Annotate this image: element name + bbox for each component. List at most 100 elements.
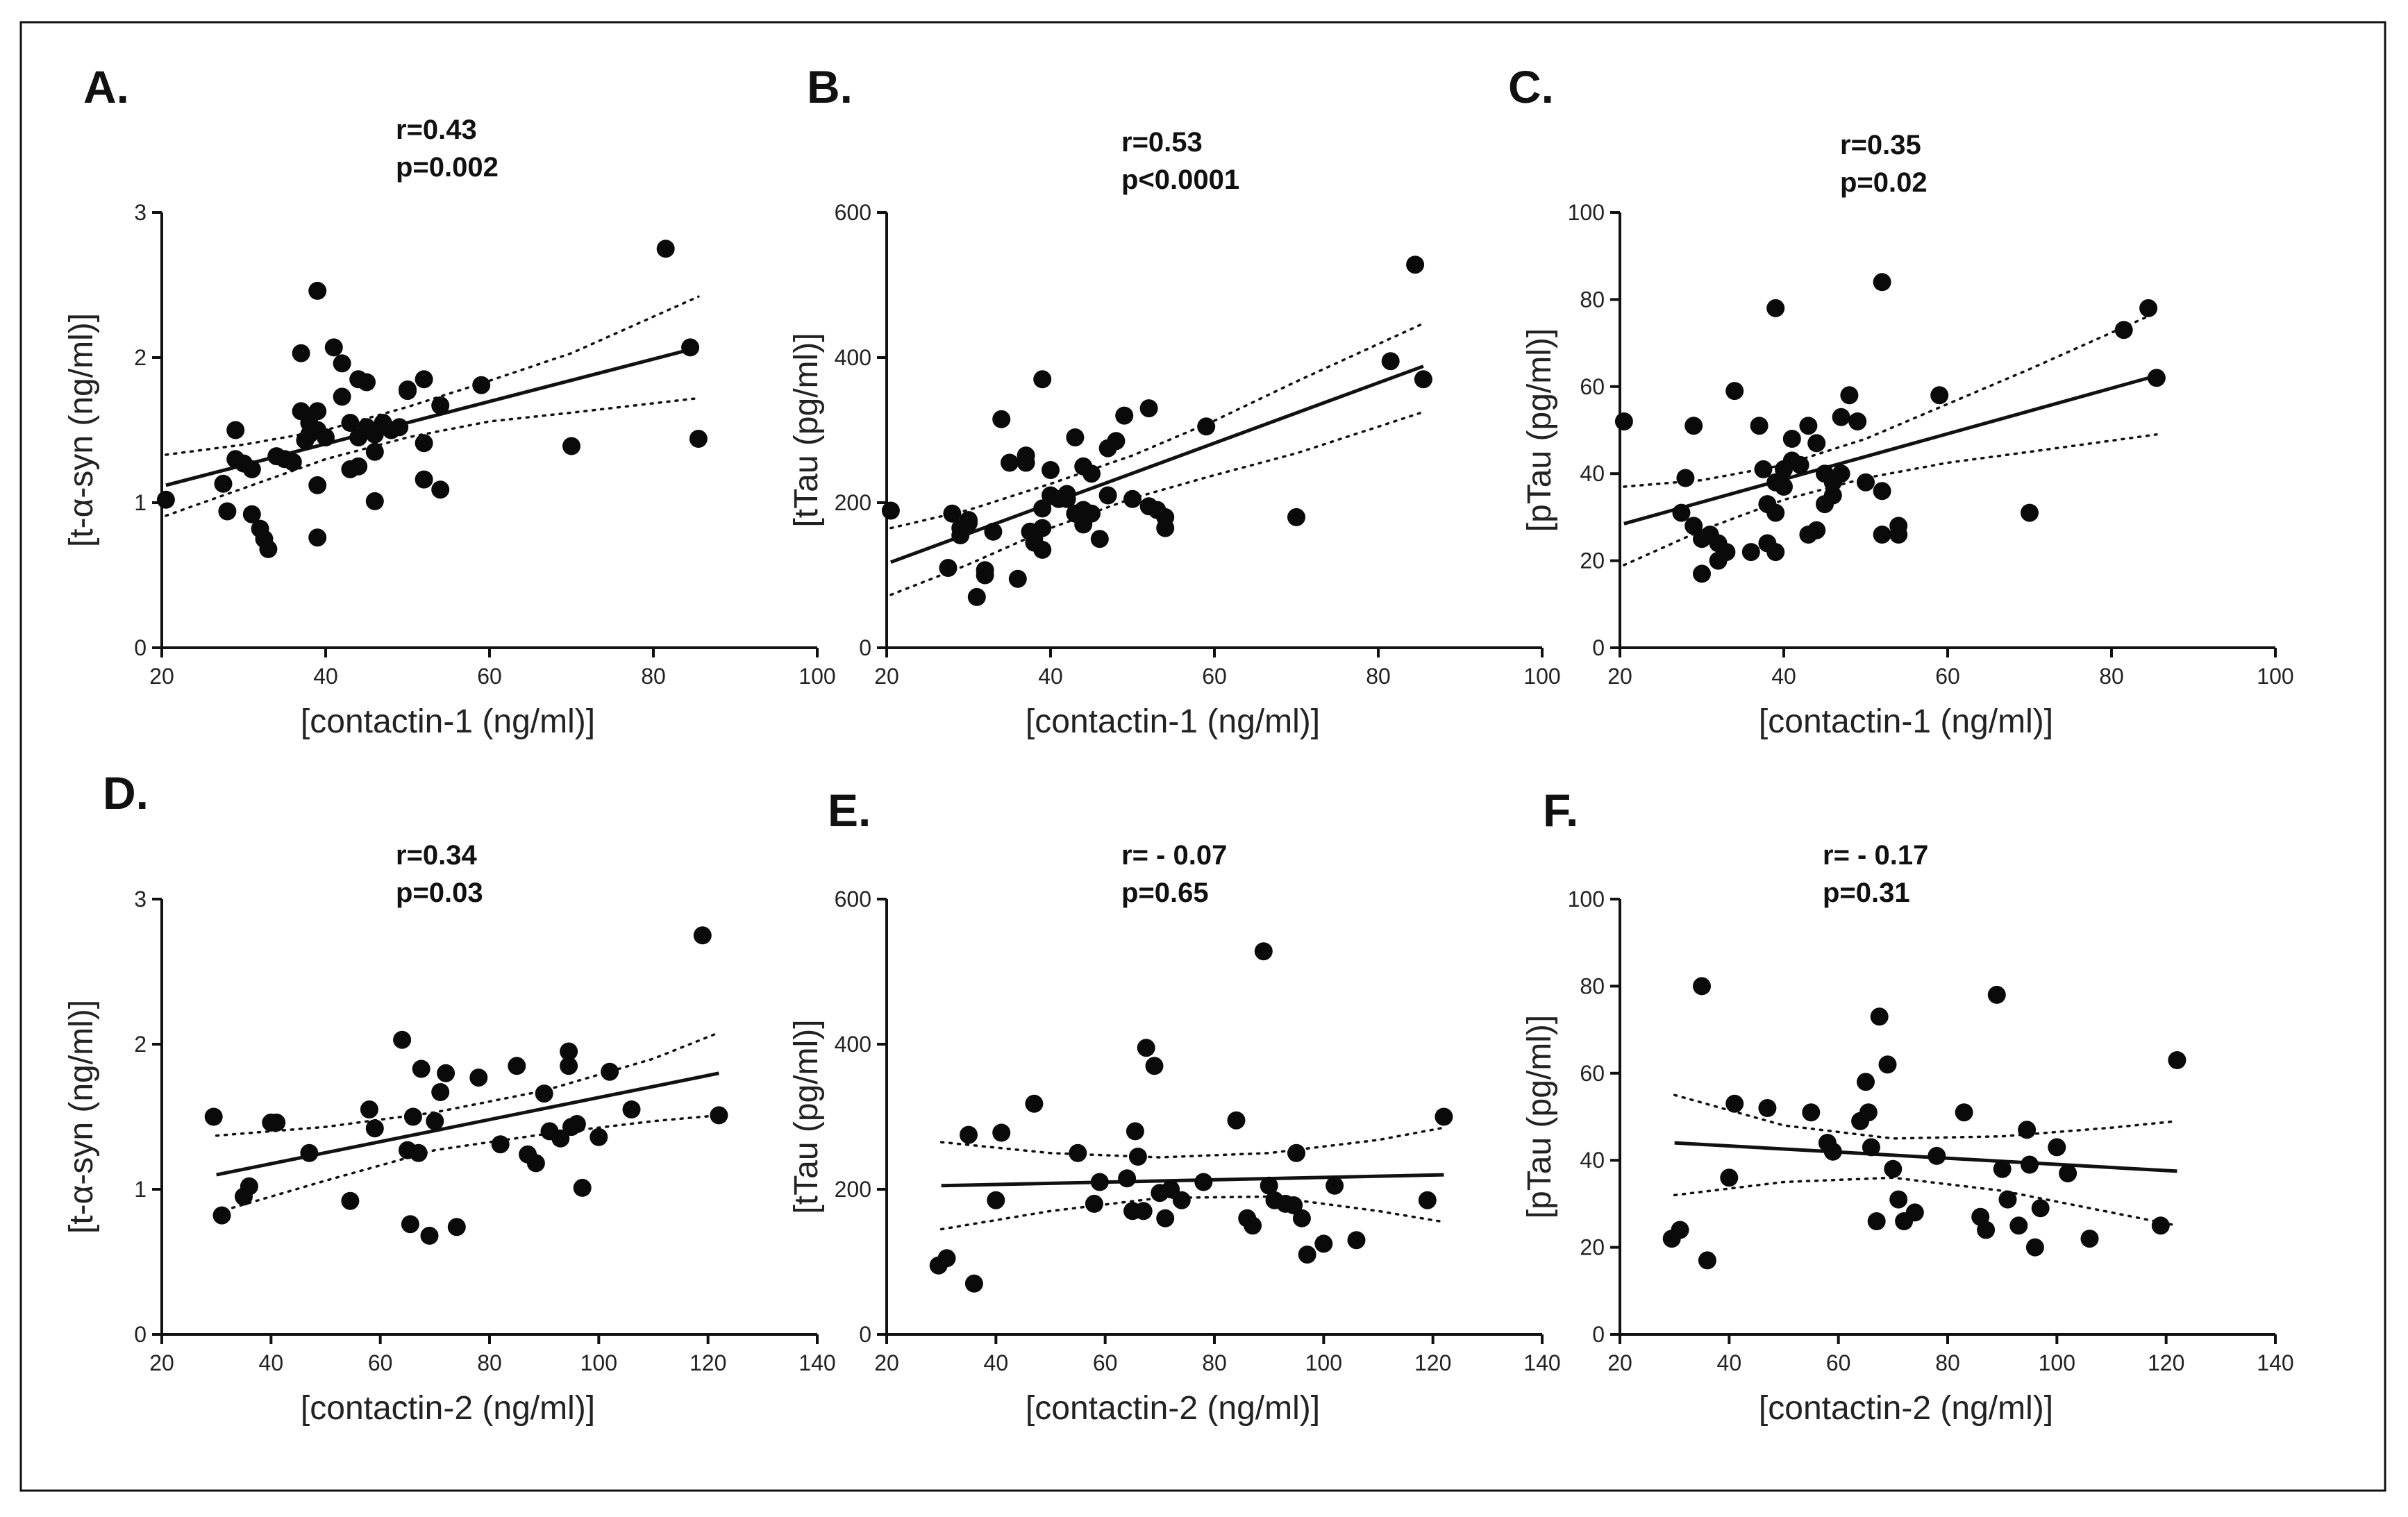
y-tick-label: 2 <box>134 345 147 370</box>
data-point <box>573 1178 592 1197</box>
x-tick-label: 40 <box>984 1350 1009 1375</box>
data-point <box>393 1030 412 1049</box>
x-tick-label: 40 <box>1771 664 1796 689</box>
data-point <box>420 1226 439 1245</box>
data-point <box>2080 1230 2099 1248</box>
data-point <box>2018 1121 2037 1139</box>
x-tick-label: 140 <box>799 1350 835 1375</box>
data-point <box>1862 1138 1880 1157</box>
y-tick-label: 1 <box>134 1177 147 1202</box>
y-tick-label: 200 <box>835 490 871 515</box>
data-point <box>1998 1190 2017 1209</box>
data-point <box>1832 464 1850 483</box>
data-point <box>1194 1173 1213 1191</box>
data-point <box>1042 461 1060 479</box>
data-point <box>349 457 368 476</box>
data-point <box>1766 503 1785 522</box>
y-tick-label: 3 <box>134 200 147 225</box>
x-tick-label: 80 <box>1935 1350 1960 1375</box>
data-point <box>1857 1073 1875 1091</box>
y-tick-label: 400 <box>835 1032 871 1057</box>
y-tick-label: 60 <box>1580 374 1605 399</box>
data-point <box>1033 499 1052 518</box>
panel-letter: C. <box>1508 61 1554 112</box>
data-point <box>212 1206 231 1225</box>
data-point <box>1090 530 1109 548</box>
data-point <box>1085 1194 1103 1213</box>
x-tick-label: 60 <box>1202 664 1227 689</box>
ci-upper-line <box>889 322 1425 530</box>
data-point <box>399 382 417 401</box>
data-point <box>333 354 351 373</box>
data-point <box>1993 1159 2012 1178</box>
data-point <box>491 1135 510 1154</box>
data-point <box>1832 408 1850 426</box>
stat-r: r= - 0.17 <box>1823 840 1928 871</box>
y-tick-label: 0 <box>1592 1322 1605 1347</box>
regression-line <box>1674 1141 2177 1173</box>
data-point <box>365 492 384 510</box>
data-point <box>526 1154 545 1173</box>
data-point <box>1823 486 1842 505</box>
x-tick-label: 120 <box>2148 1350 2184 1375</box>
x-tick-label: 100 <box>799 664 835 689</box>
y-axis-label: [tTau (pg/ml)] <box>788 333 825 527</box>
data-point <box>1418 1191 1437 1209</box>
x-tick-label: 60 <box>1826 1350 1851 1375</box>
data-point <box>1807 521 1826 539</box>
data-point <box>1260 1176 1278 1195</box>
x-tick-label: 20 <box>149 664 174 689</box>
data-point <box>508 1057 526 1075</box>
y-tick-label: 0 <box>134 635 147 660</box>
data-point <box>1754 460 1773 478</box>
data-point <box>242 460 261 478</box>
data-point <box>693 926 712 945</box>
data-point <box>1162 1180 1180 1198</box>
stat-p: p=0.02 <box>1840 167 1928 198</box>
data-point <box>1870 1007 1889 1026</box>
data-point <box>360 1100 378 1118</box>
y-tick-label: 40 <box>1580 461 1605 486</box>
data-point <box>1244 1216 1262 1235</box>
x-tick-label: 100 <box>2039 1350 2075 1375</box>
data-point <box>1750 417 1769 435</box>
data-point <box>401 1215 419 1234</box>
data-point <box>1889 1190 1908 1209</box>
data-point <box>2147 369 2166 387</box>
data-point <box>403 1107 422 1126</box>
data-point <box>1684 517 1703 535</box>
y-tick-label: 80 <box>1580 973 1605 998</box>
data-point <box>1955 1103 1973 1122</box>
data-point <box>415 470 433 489</box>
regression-line <box>216 1071 719 1177</box>
data-point <box>1867 1212 1886 1230</box>
data-point <box>226 421 245 439</box>
y-tick-label: 20 <box>1580 548 1605 573</box>
x-tick-label: 120 <box>689 1350 726 1375</box>
data-point <box>317 428 335 446</box>
data-point <box>1126 1122 1144 1141</box>
x-tick-label: 140 <box>2257 1350 2293 1375</box>
data-point <box>1758 1099 1777 1117</box>
data-point <box>300 1143 319 1162</box>
data-point <box>2151 1216 2170 1235</box>
data-point <box>390 418 409 437</box>
data-point <box>1134 1202 1153 1221</box>
data-point <box>562 437 580 455</box>
y-tick-label: 60 <box>1580 1061 1605 1086</box>
data-point <box>992 1123 1011 1142</box>
data-point <box>1671 1221 1689 1239</box>
stat-p: p=0.31 <box>1823 878 1910 908</box>
data-point <box>681 338 700 357</box>
data-point <box>267 1113 286 1132</box>
data-point <box>1614 412 1633 430</box>
data-point <box>1287 1143 1305 1162</box>
data-point <box>1905 1203 1924 1222</box>
data-point <box>2025 1238 2044 1257</box>
data-point <box>1977 1221 1996 1239</box>
data-point <box>412 1059 430 1078</box>
data-point <box>1381 352 1400 371</box>
x-axis-label: [contactin-2 (ng/ml)] <box>301 1390 595 1427</box>
